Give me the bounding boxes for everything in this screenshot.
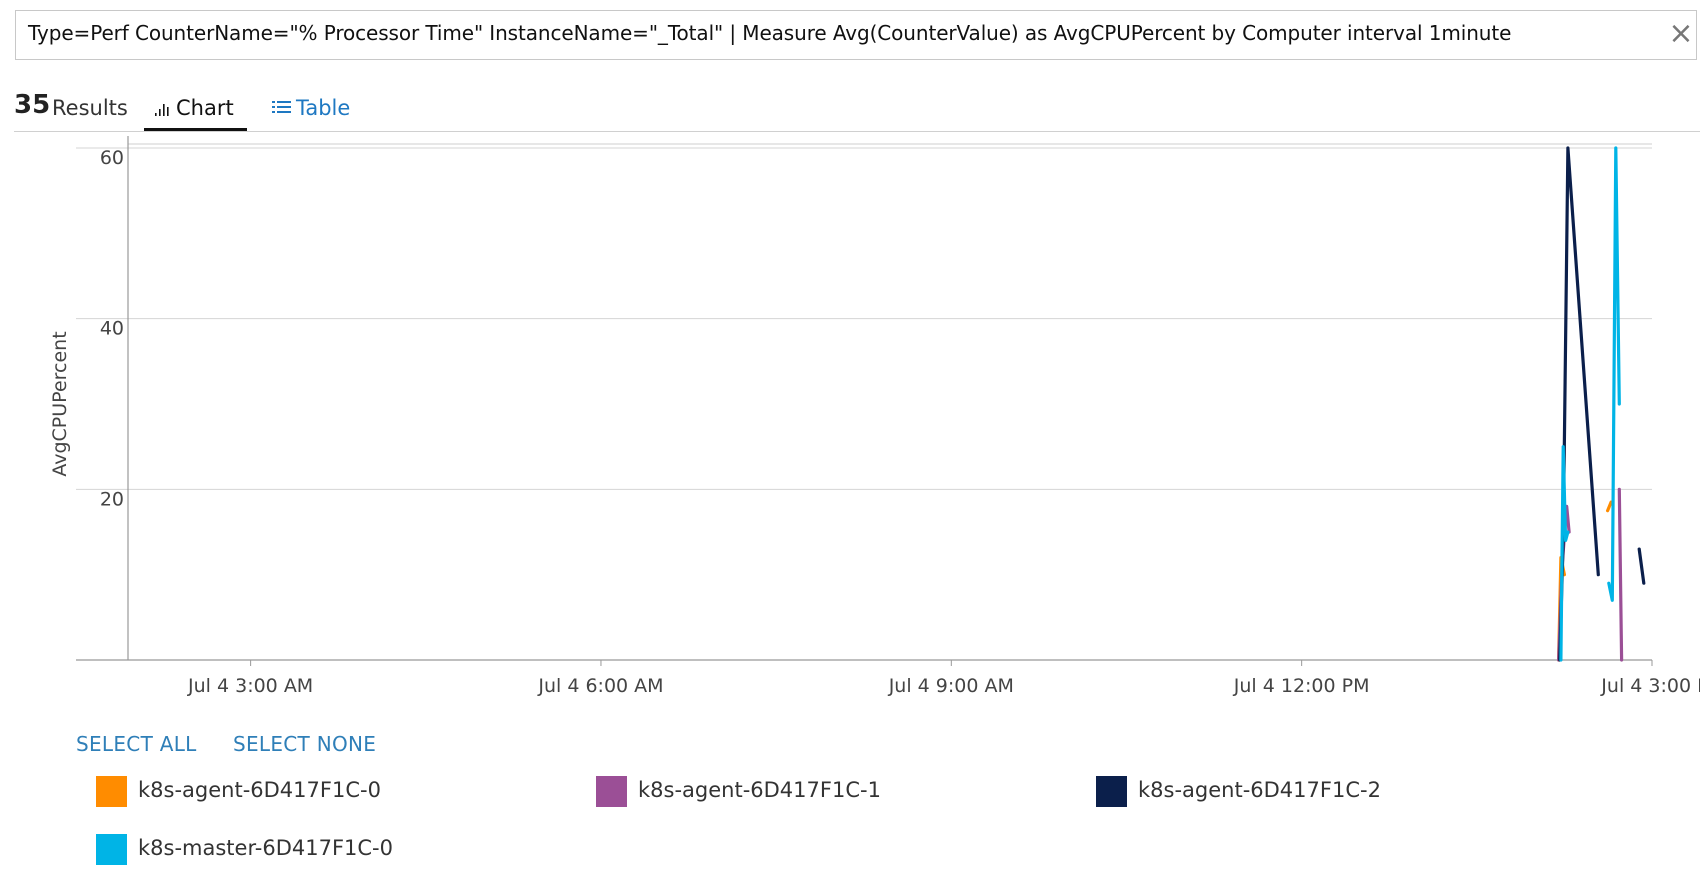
series-k8s-master-6D417F1C-0	[1559, 146, 1621, 662]
axes	[76, 136, 1653, 666]
legend-label: k8s-agent-6D417F1C-0	[138, 778, 381, 802]
bar-chart-icon	[155, 104, 169, 116]
active-tab-indicator	[144, 128, 247, 131]
select-none-button[interactable]: SELECT NONE	[232, 732, 377, 756]
legend-swatch	[96, 776, 127, 807]
series-line	[1637, 547, 1646, 585]
axis-labels: 20 40 60 Jul 4 3:00 AM Jul 4 6:00 AM Jul 4 9:…	[49, 147, 1700, 697]
x-tick-label: Jul 4 3:00 I	[1600, 675, 1700, 697]
legend-label: k8s-agent-6D417F1C-1	[638, 778, 881, 802]
series-k8s-agent-6D417F1C-2	[1558, 146, 1646, 662]
results-label: Results	[52, 96, 128, 120]
tab-chart[interactable]: Chart	[154, 96, 234, 120]
legend-swatch	[596, 776, 627, 807]
legend-swatch	[96, 834, 127, 865]
select-all-button[interactable]: SELECT ALL	[76, 732, 197, 756]
results-bar: 35 Results Chart Table	[14, 88, 1700, 134]
legend-label: k8s-agent-6D417F1C-2	[1138, 778, 1381, 802]
query-input[interactable]: Type=Perf CounterName="% Processor Time"…	[15, 10, 1697, 60]
y-tick-label: 20	[100, 488, 124, 510]
y-tick-label: 40	[100, 318, 124, 340]
series-line	[1605, 500, 1613, 513]
tab-table[interactable]: Table	[272, 96, 350, 120]
table-list-icon	[272, 101, 291, 113]
tab-divider	[14, 131, 1700, 132]
series-line	[1559, 445, 1570, 662]
line-chart: 20 40 60 Jul 4 3:00 AM Jul 4 6:00 AM Jul 4 9:…	[49, 136, 1700, 697]
legend-actions: SELECT ALL SELECT NONE	[76, 732, 406, 756]
grid-lines	[76, 143, 1652, 490]
series-line	[1607, 146, 1621, 602]
series-line	[1617, 487, 1624, 662]
series-lines	[1556, 146, 1646, 662]
x-tick-label: Jul 4 3:00 AM	[187, 675, 313, 697]
results-count: 35	[14, 90, 51, 120]
x-tick-label: Jul 4 6:00 AM	[537, 675, 663, 697]
y-tick-label: 60	[100, 147, 124, 169]
legend-label: k8s-master-6D417F1C-0	[138, 836, 393, 860]
query-text[interactable]: Type=Perf CounterName="% Processor Time"…	[28, 21, 1512, 45]
tab-chart-label: Chart	[176, 96, 234, 120]
legend-swatch	[1096, 776, 1127, 807]
x-tick-label: Jul 4 12:00 PM	[1233, 675, 1370, 697]
tab-table-label: Table	[296, 96, 351, 120]
series-line	[1558, 146, 1600, 662]
y-axis-label: AvgCPUPercent	[49, 331, 71, 476]
close-icon[interactable]: ×	[1668, 16, 1694, 51]
x-tick-label: Jul 4 9:00 AM	[888, 675, 1014, 697]
